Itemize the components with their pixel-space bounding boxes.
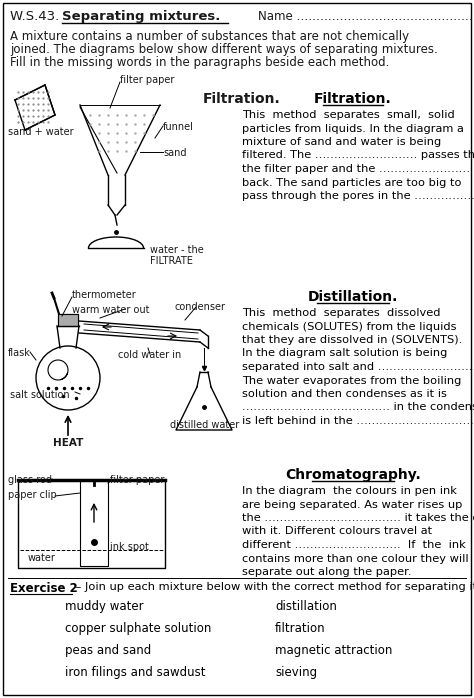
Text: Filtration.: Filtration. bbox=[314, 92, 392, 106]
Text: solution and then condenses as it is: solution and then condenses as it is bbox=[242, 389, 447, 399]
Text: cold water in: cold water in bbox=[118, 350, 181, 360]
Text: – Join up each mixture below with the correct method for separating it.: – Join up each mixture below with the co… bbox=[72, 582, 474, 592]
Text: back. The sand particles are too big to: back. The sand particles are too big to bbox=[242, 177, 462, 188]
Text: This  method  separates  dissolved: This method separates dissolved bbox=[242, 308, 440, 318]
Text: Separating mixtures.: Separating mixtures. bbox=[62, 10, 220, 23]
Text: Filtration.: Filtration. bbox=[203, 92, 281, 106]
Text: are being separated. As water rises up: are being separated. As water rises up bbox=[242, 500, 462, 510]
Text: paper clip: paper clip bbox=[8, 490, 57, 500]
Text: sieving: sieving bbox=[275, 666, 317, 679]
Text: particles from liquids. In the diagram a: particles from liquids. In the diagram a bbox=[242, 124, 464, 133]
Text: distillation: distillation bbox=[275, 600, 337, 613]
Text: salt solution: salt solution bbox=[10, 390, 70, 400]
Text: water - the: water - the bbox=[150, 245, 204, 255]
Text: separated into salt and …………………………………: separated into salt and ………………………………… bbox=[242, 362, 474, 372]
Text: In the diagram salt solution is being: In the diagram salt solution is being bbox=[242, 348, 447, 359]
Text: flask: flask bbox=[8, 348, 31, 358]
Text: Chromatography.: Chromatography. bbox=[285, 468, 421, 482]
Text: The water evaporates from the boiling: The water evaporates from the boiling bbox=[242, 376, 461, 385]
Text: water: water bbox=[28, 553, 56, 563]
Text: contains more than one colour they will: contains more than one colour they will bbox=[242, 554, 469, 563]
Text: the filter paper and the …………………… is held: the filter paper and the …………………… is hel… bbox=[242, 164, 474, 174]
Text: thermometer: thermometer bbox=[72, 290, 137, 300]
Text: filtered. The ……………………… passes through: filtered. The ……………………… passes through bbox=[242, 151, 474, 161]
Text: pass through the pores in the …………………………: pass through the pores in the ………………………… bbox=[242, 191, 474, 201]
Text: Name ……………………………………………: Name …………………………………………… bbox=[258, 10, 474, 23]
Text: funnel: funnel bbox=[163, 122, 194, 132]
Text: In the diagram  the colours in pen ink: In the diagram the colours in pen ink bbox=[242, 486, 457, 496]
Text: separate out along the paper.: separate out along the paper. bbox=[242, 567, 411, 577]
Text: Exercise 2: Exercise 2 bbox=[10, 582, 78, 595]
Text: iron filings and sawdust: iron filings and sawdust bbox=[65, 666, 206, 679]
Text: peas and sand: peas and sand bbox=[65, 644, 151, 657]
Text: the ……………………………… it takes the colours: the ……………………………… it takes the colours bbox=[242, 513, 474, 523]
Text: HEAT: HEAT bbox=[53, 438, 83, 448]
Text: warm water out: warm water out bbox=[72, 305, 149, 315]
Text: magnetic attraction: magnetic attraction bbox=[275, 644, 392, 657]
Text: is left behind in the ………………………………………: is left behind in the ……………………………………… bbox=[242, 416, 474, 426]
Text: filter paper: filter paper bbox=[120, 75, 174, 85]
Text: A mixture contains a number of substances that are not chemically: A mixture contains a number of substance… bbox=[10, 30, 409, 43]
Text: copper sulphate solution: copper sulphate solution bbox=[65, 622, 211, 635]
Text: filter paper: filter paper bbox=[110, 475, 164, 485]
Text: with it. Different colours travel at: with it. Different colours travel at bbox=[242, 526, 432, 537]
Text: muddy water: muddy water bbox=[65, 600, 144, 613]
Text: ink spot: ink spot bbox=[110, 542, 149, 552]
Text: distilled water: distilled water bbox=[170, 420, 239, 430]
Text: joined. The diagrams below show different ways of separating mixtures.: joined. The diagrams below show differen… bbox=[10, 43, 438, 56]
Text: sand: sand bbox=[163, 148, 186, 158]
Text: mixture of sand and water is being: mixture of sand and water is being bbox=[242, 137, 441, 147]
Text: condenser: condenser bbox=[175, 302, 226, 312]
Text: Fill in the missing words in the paragraphs beside each method.: Fill in the missing words in the paragra… bbox=[10, 56, 389, 69]
Text: chemicals (SOLUTES) from the liquids: chemicals (SOLUTES) from the liquids bbox=[242, 322, 456, 332]
Text: FILTRATE: FILTRATE bbox=[150, 256, 193, 266]
Text: filtration: filtration bbox=[275, 622, 326, 635]
Text: different ……………………….  If  the  ink: different ………………………. If the ink bbox=[242, 540, 466, 550]
Text: ………………………………… in the condenser. The salt: ………………………………… in the condenser. The salt bbox=[242, 403, 474, 413]
Text: This  method  separates  small,  solid: This method separates small, solid bbox=[242, 110, 455, 120]
Text: sand + water: sand + water bbox=[8, 127, 73, 137]
Text: glass rod: glass rod bbox=[8, 475, 52, 485]
Text: Distillation.: Distillation. bbox=[308, 290, 398, 304]
Text: W.S.43.: W.S.43. bbox=[10, 10, 68, 23]
Text: that they are dissolved in (SOLVENTS).: that they are dissolved in (SOLVENTS). bbox=[242, 335, 462, 345]
